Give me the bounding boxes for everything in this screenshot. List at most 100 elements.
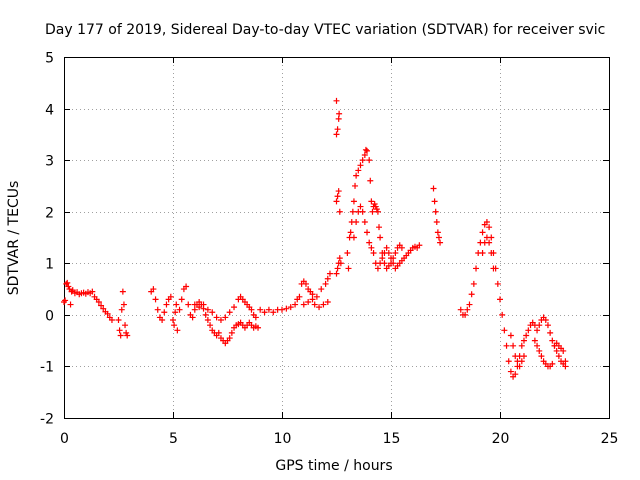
data-point xyxy=(69,287,76,294)
data-point xyxy=(431,198,438,205)
data-point xyxy=(209,309,216,316)
data-point xyxy=(202,311,209,318)
data-point xyxy=(118,306,125,313)
data-point xyxy=(283,305,290,312)
data-point xyxy=(359,208,366,215)
data-point xyxy=(538,353,545,360)
x-tick-label: 0 xyxy=(60,431,69,447)
data-point xyxy=(353,219,360,226)
data-point xyxy=(383,244,390,251)
data-point xyxy=(167,293,174,300)
data-point xyxy=(231,304,238,311)
data-point xyxy=(350,198,357,205)
data-point xyxy=(503,342,510,349)
data-point xyxy=(296,293,303,300)
data-point xyxy=(507,368,514,375)
data-point xyxy=(345,265,352,272)
data-point xyxy=(462,311,469,318)
data-point xyxy=(355,167,362,174)
data-point xyxy=(311,301,318,308)
data-point xyxy=(364,229,371,236)
data-point xyxy=(536,322,543,329)
data-point xyxy=(547,329,554,336)
data-point xyxy=(248,306,255,313)
data-point xyxy=(98,302,105,309)
data-point xyxy=(335,115,342,122)
data-point xyxy=(437,239,444,246)
x-axis-ticks: 0 5 10 15 20 25 xyxy=(60,57,618,447)
data-point xyxy=(470,280,477,287)
data-point xyxy=(191,301,198,308)
data-point xyxy=(324,275,331,282)
data-point xyxy=(379,255,386,262)
data-point xyxy=(516,363,523,370)
data-point xyxy=(385,249,392,256)
data-point xyxy=(435,234,442,241)
data-point xyxy=(497,296,503,303)
data-point xyxy=(362,146,369,153)
data-point xyxy=(302,280,309,287)
data-point xyxy=(228,329,235,336)
data-point xyxy=(388,255,394,262)
data-point xyxy=(261,309,268,316)
data-point xyxy=(326,270,333,277)
data-point xyxy=(152,296,159,303)
data-point xyxy=(252,314,259,321)
data-point xyxy=(279,306,285,313)
y-tick-label: -1 xyxy=(40,360,54,376)
data-point xyxy=(154,306,161,313)
data-point xyxy=(104,310,111,317)
data-point xyxy=(255,324,262,331)
data-point xyxy=(369,208,376,215)
data-point xyxy=(488,249,495,256)
data-point xyxy=(549,360,556,367)
y-tick-label: 5 xyxy=(45,51,54,67)
data-point xyxy=(204,306,211,313)
data-point xyxy=(313,293,320,300)
data-point xyxy=(300,301,307,308)
data-point xyxy=(191,306,198,313)
data-point xyxy=(398,244,405,251)
data-point xyxy=(368,198,375,205)
data-point xyxy=(122,322,129,329)
y-axis-label: SDTVAR / TECUs xyxy=(6,181,22,296)
data-point xyxy=(501,327,508,334)
data-point xyxy=(468,291,475,298)
y-tick-label: 2 xyxy=(45,206,54,222)
data-point xyxy=(392,249,399,256)
data-point xyxy=(95,298,102,305)
data-point xyxy=(189,314,196,321)
data-point xyxy=(357,203,364,210)
data-point xyxy=(171,322,178,329)
data-point xyxy=(215,329,222,336)
data-point xyxy=(64,279,71,286)
data-point xyxy=(213,314,220,321)
data-point xyxy=(512,371,519,378)
data-point xyxy=(309,291,316,298)
data-point xyxy=(376,224,383,231)
data-point xyxy=(344,249,351,256)
data-point xyxy=(116,327,123,334)
data-point xyxy=(366,157,373,164)
data-point xyxy=(222,314,229,321)
data-point xyxy=(466,301,473,308)
data-point xyxy=(374,208,381,215)
data-point xyxy=(226,335,233,342)
data-point xyxy=(353,172,360,179)
data-point xyxy=(217,317,224,324)
data-point xyxy=(207,322,214,329)
data-point xyxy=(108,317,115,324)
data-point xyxy=(62,297,69,304)
plot-frame xyxy=(64,57,610,419)
data-point xyxy=(430,185,437,192)
data-point xyxy=(336,110,343,117)
data-point xyxy=(320,301,327,308)
data-point xyxy=(377,260,384,267)
data-point xyxy=(370,249,377,256)
data-point xyxy=(432,208,439,215)
data-point xyxy=(523,332,530,339)
data-point xyxy=(479,249,486,256)
data-point xyxy=(124,332,131,339)
data-point xyxy=(357,162,364,169)
data-point xyxy=(333,97,340,104)
